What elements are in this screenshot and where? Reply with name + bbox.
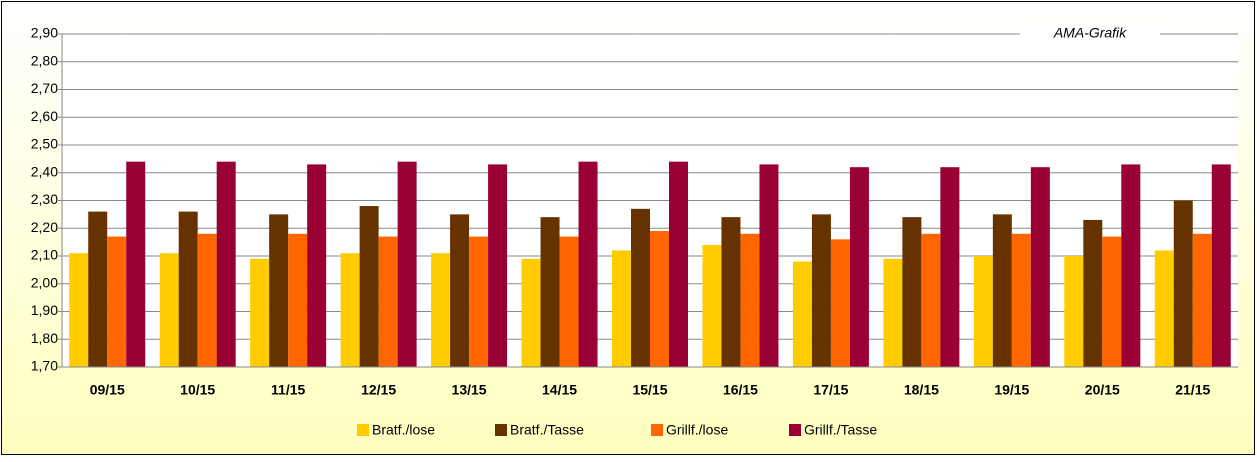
y-tick-label: 1,90 (31, 302, 58, 318)
bar (792, 261, 812, 367)
bar (650, 231, 669, 367)
bar (1211, 164, 1231, 367)
y-tick-label: 1,80 (31, 330, 58, 346)
bar (288, 233, 308, 367)
x-tick-label: 10/15 (180, 382, 215, 398)
x-tick-label: 19/15 (994, 382, 1029, 398)
y-tick-label: 1,70 (31, 358, 58, 374)
bar (159, 253, 179, 367)
legend-swatch (651, 424, 663, 436)
bar (397, 161, 417, 367)
x-tick-label: 20/15 (1085, 382, 1120, 398)
bar (69, 253, 89, 367)
legend-label: Grillf./Tasse (804, 422, 877, 438)
bar (940, 167, 960, 367)
y-tick-label: 2,00 (31, 274, 58, 290)
bar (902, 217, 922, 367)
bar (269, 214, 289, 367)
bar (721, 217, 741, 367)
x-tick-label: 11/15 (271, 382, 305, 398)
y-tick-label: 2,30 (31, 191, 58, 207)
bar (830, 239, 850, 367)
bar (1154, 250, 1174, 367)
bar (559, 236, 579, 367)
bar (631, 208, 650, 367)
x-tick-label: 12/15 (361, 382, 396, 398)
bar (883, 258, 903, 367)
legend-swatch (495, 424, 507, 436)
bar (307, 164, 327, 367)
bar (849, 167, 869, 367)
bar (88, 211, 108, 367)
bar (921, 233, 941, 367)
bar (669, 161, 688, 367)
bar (1102, 236, 1122, 367)
bar (1173, 200, 1193, 367)
bar (1121, 164, 1141, 367)
bar (1011, 233, 1031, 367)
x-tick-label: 18/15 (904, 382, 939, 398)
y-tick-label: 2,80 (31, 52, 58, 68)
x-tick-label: 15/15 (632, 382, 667, 398)
bar (126, 161, 146, 367)
y-tick-label: 2,10 (31, 247, 58, 263)
legend-swatch (789, 424, 801, 436)
bar (469, 236, 489, 367)
legend-label: Grillf./lose (666, 422, 728, 438)
legend-swatch (357, 424, 369, 436)
bar (107, 236, 127, 367)
bar (740, 233, 760, 367)
y-tick-label: 2,40 (31, 163, 58, 179)
bar (450, 214, 470, 367)
bar (197, 233, 217, 367)
bar (612, 250, 631, 367)
annotation-background (1020, 24, 1160, 44)
x-tick-label: 16/15 (723, 382, 758, 398)
y-tick-label: 2,70 (31, 80, 58, 96)
legend-label: Bratf./Tasse (510, 422, 584, 438)
bar (759, 164, 779, 367)
bar (811, 214, 831, 367)
bar (1083, 219, 1103, 367)
y-tick-label: 2,90 (31, 25, 58, 41)
bar (702, 244, 722, 367)
bar (521, 258, 541, 367)
bar (578, 161, 598, 367)
bar (340, 253, 360, 367)
y-tick-label: 2,20 (31, 219, 58, 235)
bar (250, 258, 270, 367)
y-tick-label: 2,50 (31, 136, 58, 152)
bar (1064, 256, 1084, 367)
annotation: AMA-Grafik (1053, 25, 1127, 41)
x-tick-label: 21/15 (1175, 382, 1210, 398)
x-tick-label: 14/15 (542, 382, 577, 398)
y-tick-label: 2,60 (31, 108, 58, 124)
x-tick-label: 13/15 (452, 382, 487, 398)
bar (178, 211, 198, 367)
bar (216, 161, 236, 367)
bar (378, 236, 398, 367)
bar (431, 253, 451, 367)
bar (992, 214, 1012, 367)
bar (1192, 233, 1212, 367)
legend-label: Bratf./lose (372, 422, 435, 438)
x-tick-label: 09/15 (90, 382, 125, 398)
bar (540, 217, 560, 367)
bar (1030, 167, 1050, 367)
x-tick-label: 17/15 (813, 382, 848, 398)
bar (359, 206, 379, 367)
bar (488, 164, 508, 367)
bar (973, 256, 993, 367)
